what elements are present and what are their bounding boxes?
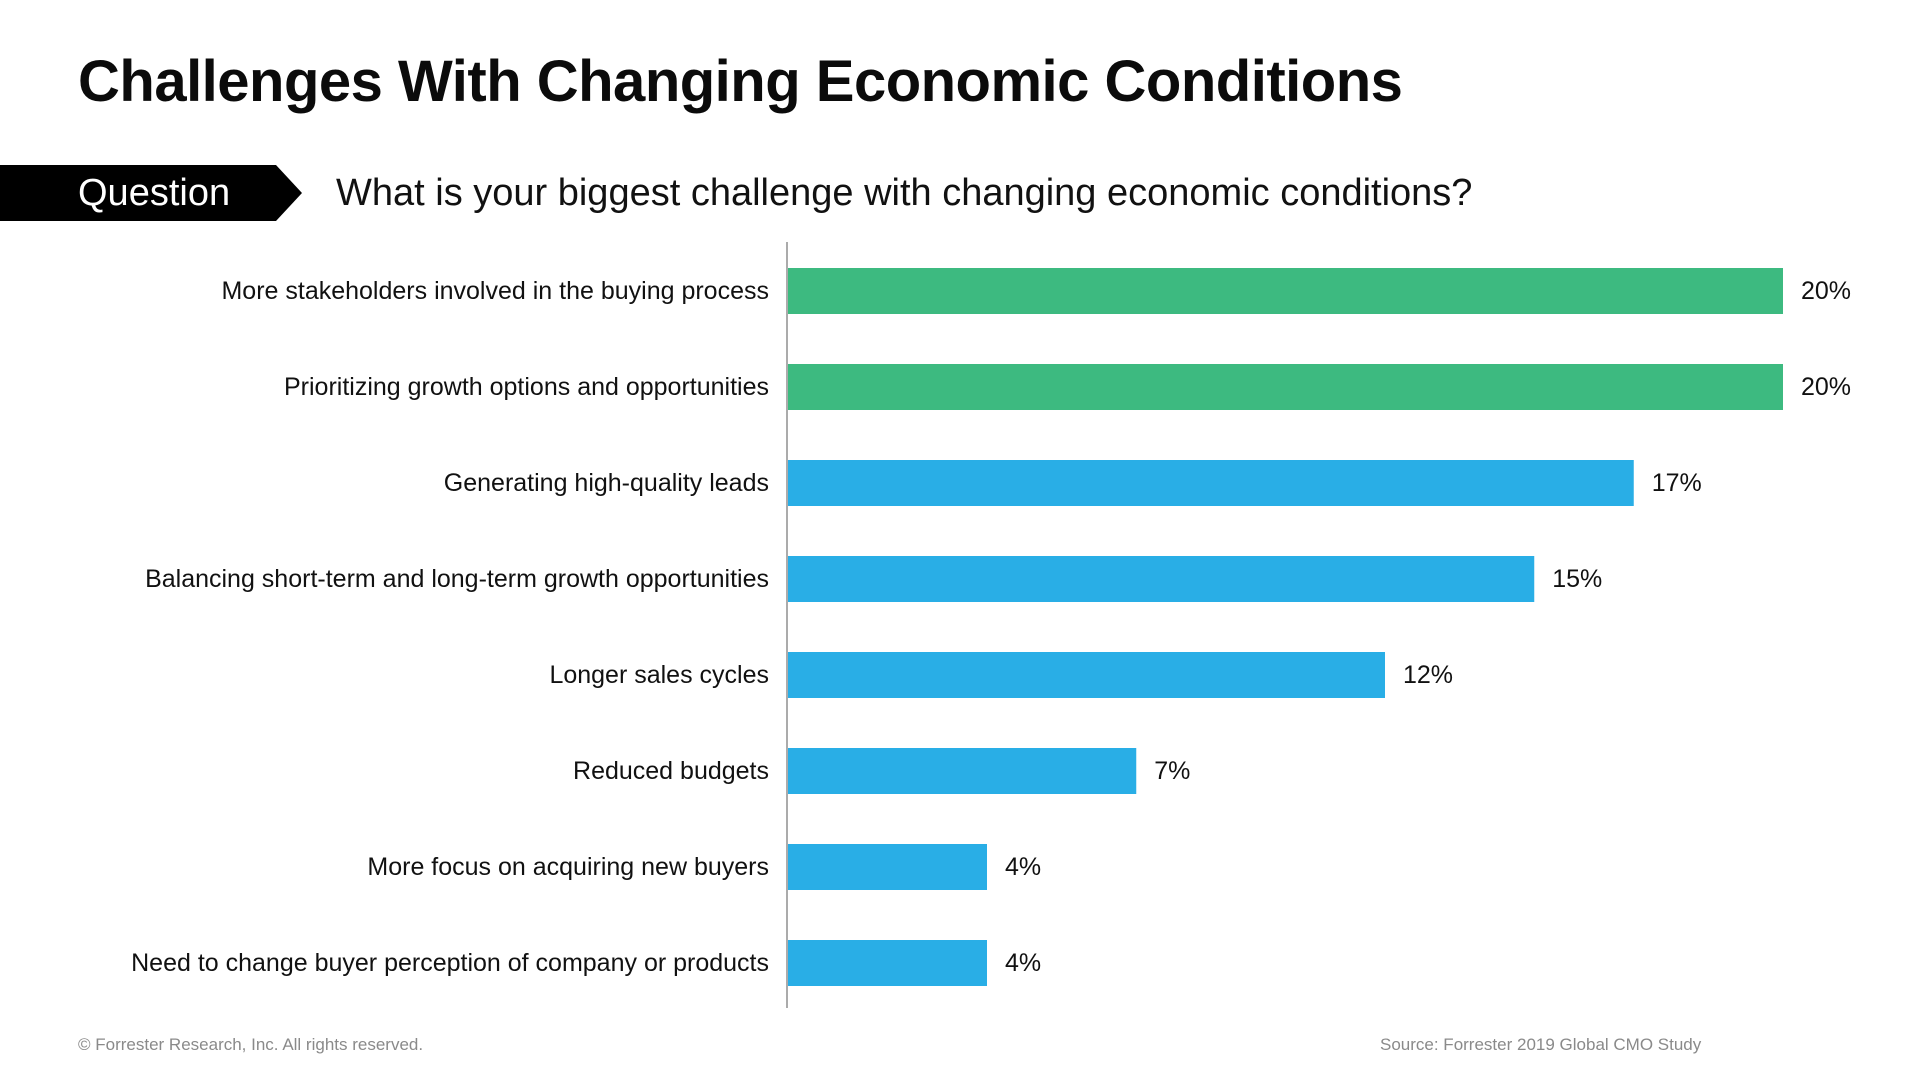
data-label: 12% — [1403, 661, 1453, 689]
bar — [788, 844, 987, 890]
category-label: Need to change buyer perception of compa… — [131, 949, 769, 977]
bar-chart: More stakeholders involved in the buying… — [131, 242, 1851, 1008]
question-tag-label: Question — [78, 172, 231, 214]
bar — [788, 652, 1385, 698]
category-label: More stakeholders involved in the buying… — [221, 277, 769, 305]
question-tag-arrow-shape — [0, 165, 302, 221]
category-label: Prioritizing growth options and opportun… — [284, 373, 769, 401]
question-tag: Question — [0, 165, 302, 221]
category-label: More focus on acquiring new buyers — [367, 853, 769, 881]
category-label: Reduced budgets — [573, 757, 769, 785]
data-label: 17% — [1652, 469, 1702, 497]
question-text: What is your biggest challenge with chan… — [336, 172, 1473, 214]
data-label: 7% — [1154, 757, 1190, 785]
category-label: Balancing short-term and long-term growt… — [145, 565, 769, 593]
bar — [788, 556, 1535, 602]
data-label: 20% — [1801, 373, 1851, 401]
category-label: Generating high-quality leads — [444, 469, 769, 497]
category-label: Longer sales cycles — [549, 661, 769, 689]
data-label: 4% — [1005, 949, 1041, 977]
copyright-notice: © Forrester Research, Inc. All rights re… — [78, 1035, 424, 1054]
data-label: 20% — [1801, 277, 1851, 305]
bar — [788, 268, 1783, 314]
chart-title: Challenges With Changing Economic Condit… — [78, 49, 1403, 114]
data-label: 15% — [1552, 565, 1602, 593]
source-note: Source: Forrester 2019 Global CMO Study — [1380, 1035, 1702, 1054]
bar — [788, 748, 1137, 794]
data-label: 4% — [1005, 853, 1041, 881]
bar — [788, 364, 1783, 410]
bar — [788, 460, 1634, 506]
bar — [788, 940, 987, 986]
